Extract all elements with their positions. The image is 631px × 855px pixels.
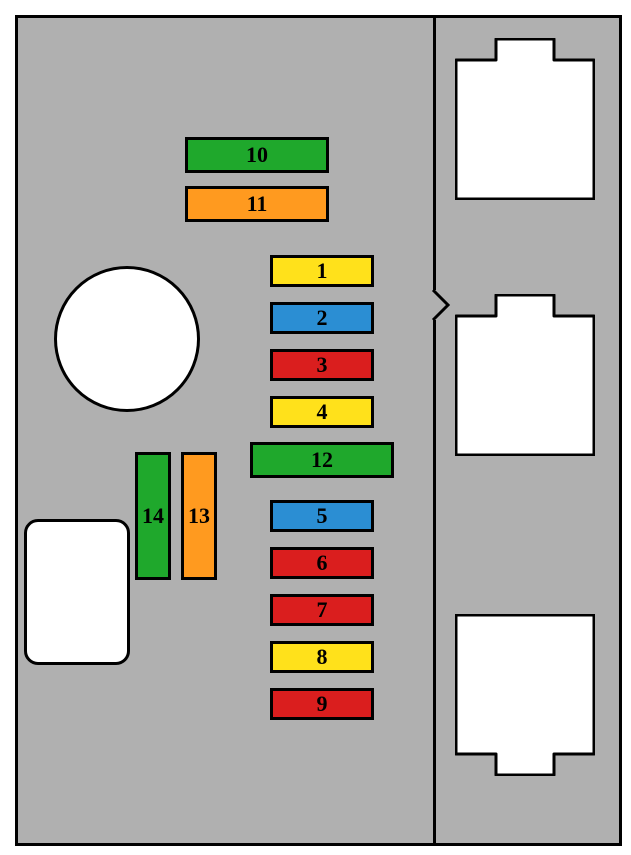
circle [54, 266, 200, 412]
fuse-5: 5 [270, 500, 374, 532]
fuse-8: 8 [270, 641, 374, 673]
fuse-1: 1 [270, 255, 374, 287]
fuse-7: 7 [270, 594, 374, 626]
fuse-11: 11 [185, 186, 329, 222]
fusebox-diagram: 1011123412567891413 [0, 0, 631, 855]
connector-bot [455, 614, 595, 776]
connector-top [455, 38, 595, 200]
fuse-14: 14 [135, 452, 171, 580]
small-rect [24, 519, 130, 665]
fuse-3: 3 [270, 349, 374, 381]
fuse-13: 13 [181, 452, 217, 580]
fuse-12: 12 [250, 442, 394, 478]
connector-mid [455, 294, 595, 456]
fuse-2: 2 [270, 302, 374, 334]
fuse-9: 9 [270, 688, 374, 720]
fuse-10: 10 [185, 137, 329, 173]
fuse-4: 4 [270, 396, 374, 428]
fuse-6: 6 [270, 547, 374, 579]
